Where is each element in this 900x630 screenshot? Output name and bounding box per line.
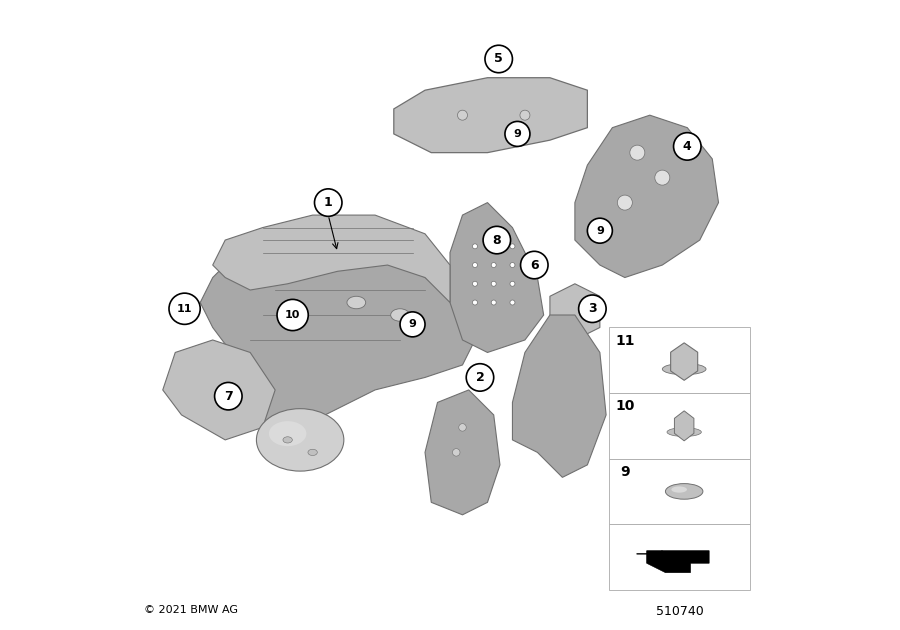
Text: 3: 3 [588, 302, 597, 315]
Ellipse shape [667, 428, 701, 437]
Ellipse shape [283, 437, 293, 443]
Circle shape [214, 382, 242, 410]
Circle shape [400, 312, 425, 337]
Circle shape [520, 110, 530, 120]
Text: 1: 1 [324, 196, 333, 209]
Circle shape [505, 122, 530, 146]
Ellipse shape [347, 296, 365, 309]
Polygon shape [394, 77, 588, 152]
Circle shape [466, 364, 494, 391]
Polygon shape [575, 115, 718, 278]
Polygon shape [425, 390, 500, 515]
Circle shape [579, 295, 606, 323]
Text: 8: 8 [492, 234, 501, 246]
Circle shape [169, 293, 200, 324]
Circle shape [510, 300, 515, 305]
Text: 10: 10 [616, 399, 634, 413]
Text: 6: 6 [530, 258, 538, 272]
Polygon shape [163, 340, 275, 440]
Circle shape [453, 449, 460, 456]
Bar [609, 459, 750, 524]
Ellipse shape [308, 449, 318, 455]
Text: 4: 4 [683, 140, 692, 153]
Circle shape [472, 263, 478, 268]
Text: 11: 11 [177, 304, 193, 314]
Polygon shape [647, 551, 709, 573]
Circle shape [655, 170, 670, 185]
Bar [609, 328, 750, 393]
Circle shape [457, 110, 467, 120]
Polygon shape [450, 203, 544, 352]
Circle shape [630, 145, 644, 160]
Circle shape [617, 195, 633, 210]
Polygon shape [674, 411, 694, 441]
Circle shape [491, 263, 496, 268]
Polygon shape [200, 240, 475, 427]
Circle shape [520, 251, 548, 279]
Text: 5: 5 [494, 52, 503, 66]
Circle shape [510, 263, 515, 268]
Circle shape [483, 226, 510, 254]
Polygon shape [670, 343, 698, 381]
Text: 9: 9 [514, 129, 521, 139]
Ellipse shape [256, 409, 344, 471]
Circle shape [491, 281, 496, 286]
Circle shape [472, 281, 478, 286]
Circle shape [277, 299, 309, 331]
Circle shape [472, 300, 478, 305]
Ellipse shape [671, 486, 687, 493]
Polygon shape [550, 284, 600, 340]
Text: 10: 10 [285, 310, 301, 320]
Text: 510740: 510740 [655, 605, 704, 619]
Bar [609, 524, 750, 590]
Circle shape [459, 423, 466, 431]
Ellipse shape [662, 364, 706, 375]
Ellipse shape [665, 484, 703, 499]
Circle shape [510, 244, 515, 249]
Circle shape [472, 244, 478, 249]
Circle shape [314, 189, 342, 216]
Text: 7: 7 [224, 390, 233, 403]
Bar [609, 393, 750, 459]
Circle shape [491, 244, 496, 249]
Circle shape [588, 218, 612, 243]
Text: 11: 11 [615, 334, 634, 348]
Circle shape [485, 45, 512, 72]
Text: 9: 9 [596, 226, 604, 236]
Text: 9: 9 [620, 465, 630, 479]
Text: © 2021 BMW AG: © 2021 BMW AG [144, 605, 238, 615]
Polygon shape [212, 215, 450, 302]
Text: 2: 2 [475, 371, 484, 384]
Circle shape [673, 133, 701, 160]
Text: 9: 9 [409, 319, 417, 329]
Circle shape [491, 300, 496, 305]
Ellipse shape [269, 421, 306, 446]
Ellipse shape [391, 309, 410, 321]
Circle shape [510, 281, 515, 286]
Ellipse shape [284, 309, 303, 321]
Polygon shape [512, 315, 606, 478]
